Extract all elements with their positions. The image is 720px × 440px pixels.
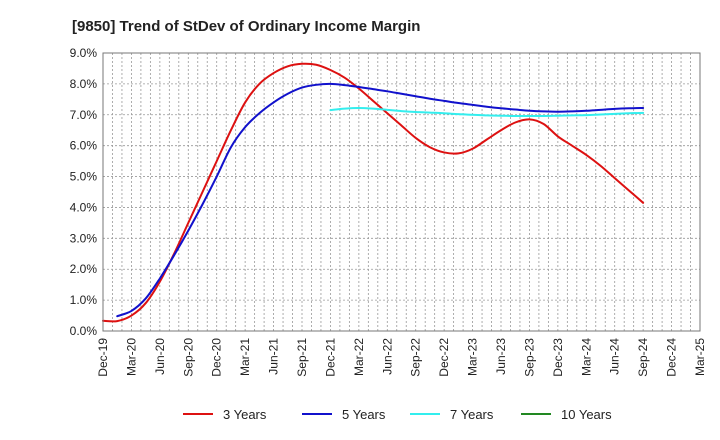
series-layer [102, 62, 645, 323]
x-tick-label: Sep-24 [636, 338, 650, 377]
y-tick-label: 3.0% [70, 231, 98, 245]
series-line-7-years [329, 106, 645, 118]
plot-border [102, 52, 701, 332]
x-tick-label: Mar-25 [693, 338, 707, 376]
legend-label-5-years: 5 Years [342, 407, 386, 422]
x-tick-label: Mar-21 [238, 338, 252, 376]
legend-label-10-years: 10 Years [561, 407, 612, 422]
x-tick-label: Mar-23 [466, 338, 480, 376]
y-tick-label: 4.0% [70, 200, 98, 214]
legend: 3 Years 5 Years 7 Years 10 Years [183, 407, 612, 422]
legend-label-7-years: 7 Years [450, 407, 494, 422]
x-tick-label: Jun-20 [153, 338, 167, 375]
y-tick-label: 2.0% [70, 262, 98, 276]
x-tick-label: Mar-20 [124, 338, 138, 376]
y-axis-ticks: 0.0% 1.0% 2.0% 3.0% 4.0% 5.0% 6.0% 7.0% 8.0% 9.0% [70, 46, 98, 338]
x-tick-label: Jun-21 [267, 338, 281, 375]
y-tick-label: 9.0% [70, 46, 98, 60]
x-tick-label: Dec-21 [323, 338, 337, 377]
x-tick-label: Mar-24 [579, 338, 593, 376]
legend-label-3-years: 3 Years [223, 407, 267, 422]
x-tick-label: Dec-23 [551, 338, 565, 377]
x-tick-label: Dec-24 [665, 338, 679, 377]
y-tick-label: 0.0% [70, 324, 98, 338]
y-tick-label: 5.0% [70, 170, 98, 184]
y-tick-label: 1.0% [70, 293, 98, 307]
y-tick-label: 8.0% [70, 77, 98, 91]
x-axis-ticks: Dec-19 Mar-20 Jun-20 Sep-20 Dec-20 Mar-21 Jun-… [96, 338, 707, 377]
x-tick-label: Jun-22 [380, 338, 394, 375]
series-line-3-years [102, 62, 645, 323]
x-tick-label: Sep-23 [522, 338, 536, 377]
x-tick-label: Sep-22 [409, 338, 423, 377]
y-tick-label: 6.0% [70, 139, 98, 153]
x-tick-label: Mar-22 [352, 338, 366, 376]
x-tick-label: Sep-20 [181, 338, 195, 377]
x-tick-label: Dec-19 [96, 338, 110, 377]
x-tick-label: Jun-23 [494, 338, 508, 375]
chart-title: [9850] Trend of StDev of Ordinary Income… [72, 18, 420, 35]
x-tick-label: Dec-22 [437, 338, 451, 377]
series-line-5-years [116, 82, 645, 318]
x-tick-label: Jun-24 [608, 338, 622, 375]
x-tick-label: Sep-21 [295, 338, 309, 377]
y-tick-label: 7.0% [70, 108, 98, 122]
x-tick-label: Dec-20 [210, 338, 224, 377]
